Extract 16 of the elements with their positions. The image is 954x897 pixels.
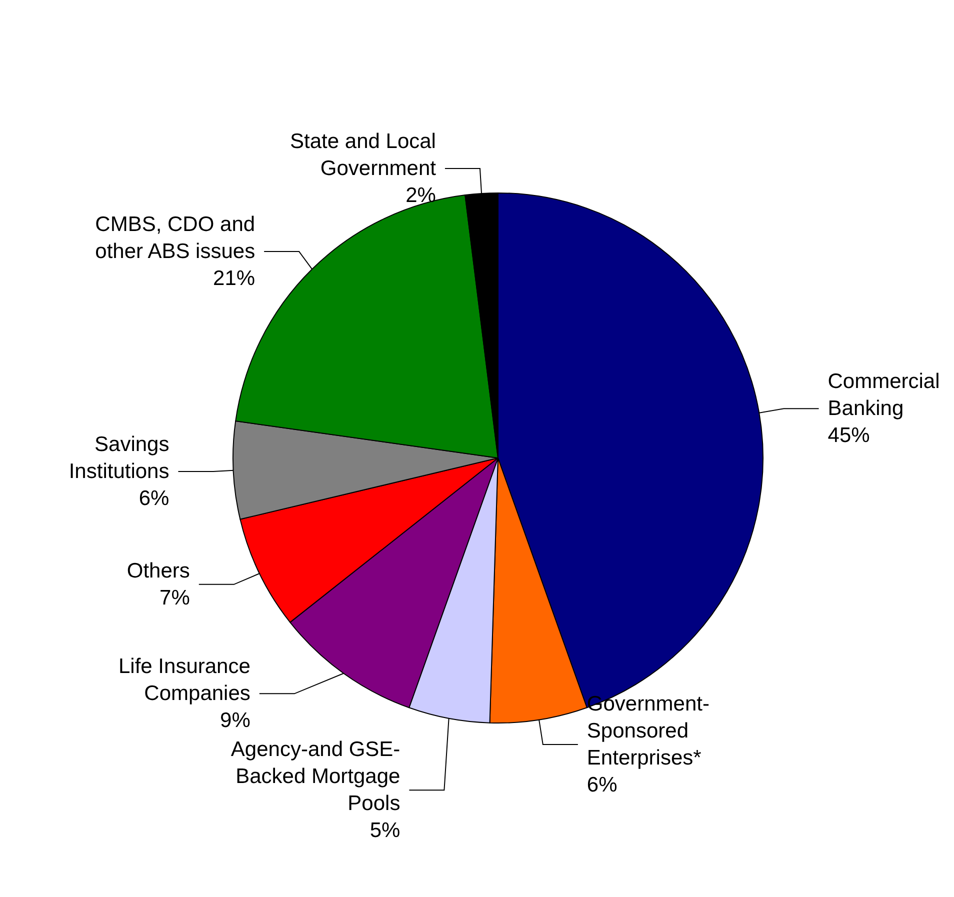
data-label: 6% [138,487,170,510]
slice-label: Others [126,559,190,582]
slice-label: CMBS, CDO and other ABS issues [95,213,256,264]
data-label: 21% [213,267,256,290]
data-label: 7% [160,586,190,610]
slice-label: Life Insurance Companies [118,655,250,706]
slice-label: Savings Institutions [68,433,170,484]
data-label: 5% [370,819,400,842]
slice-label: Agency-and GSE- Backed Mortgage Pools [230,738,400,816]
data-label: 6% [586,774,618,796]
data-label: 2% [406,184,436,208]
slice-label: Government- Sponsored Enterprises* [586,692,710,770]
data-label: 9% [220,709,250,732]
slice-label: State and Local Government [290,130,436,180]
slice-label: Commercial Banking [828,370,940,420]
data-label: 45% [828,424,870,448]
